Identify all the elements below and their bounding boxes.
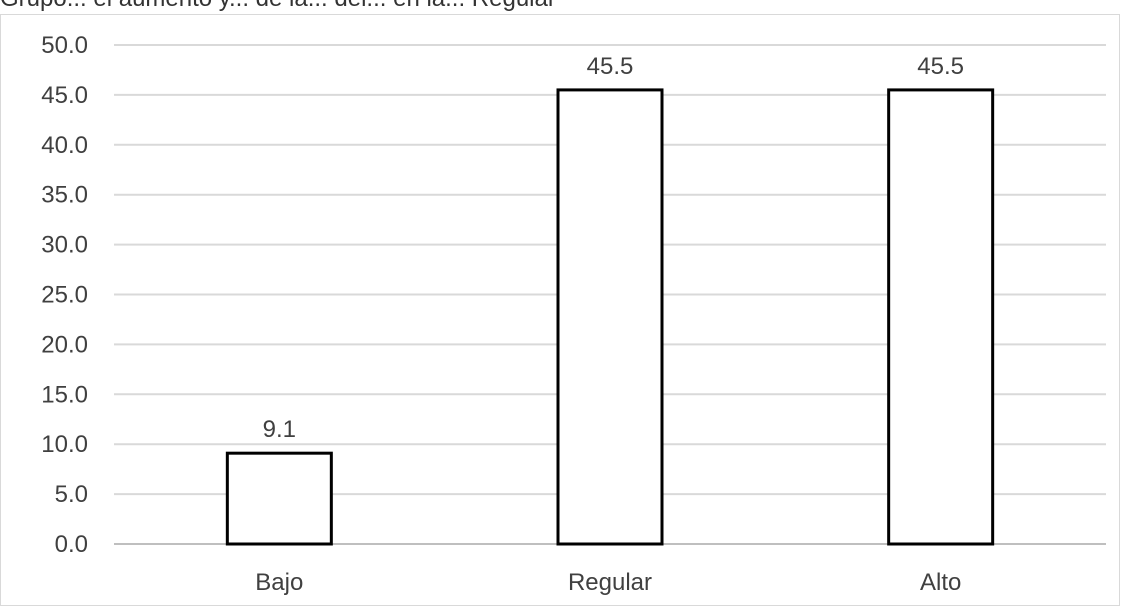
y-tick-label: 25.0: [41, 282, 88, 309]
y-tick-label: 0.0: [55, 531, 88, 558]
data-label: 45.5: [917, 53, 964, 80]
data-label: 9.1: [263, 416, 296, 443]
y-tick-label: 45.0: [41, 82, 88, 109]
labels: 0.0 5.0 10.0 15.0 20.0 25.0 30.0 35.0 40.0 45.0 50…: [41, 32, 964, 596]
y-tick-label: 10.0: [41, 431, 88, 458]
y-tick-label: 40.0: [41, 132, 88, 159]
x-category-label: Bajo: [255, 569, 303, 596]
y-tick-label: 5.0: [55, 481, 88, 508]
y-tick-label: 30.0: [41, 232, 88, 259]
y-tick-label: 35.0: [41, 182, 88, 209]
bars: [225, 88, 995, 546]
x-category-label: Alto: [920, 569, 961, 596]
bar-alto: [887, 88, 995, 546]
y-tick-label: 50.0: [41, 32, 88, 59]
bar-regular: [556, 88, 664, 546]
bar-bajo: [225, 451, 333, 546]
y-tick-label: 15.0: [41, 381, 88, 408]
y-tick-label: 20.0: [41, 331, 88, 358]
data-label: 45.5: [587, 53, 634, 80]
x-category-label: Regular: [568, 569, 652, 596]
chart-caption-cropped: Grupo... el aumento y... de la... del...…: [0, 0, 1120, 14]
